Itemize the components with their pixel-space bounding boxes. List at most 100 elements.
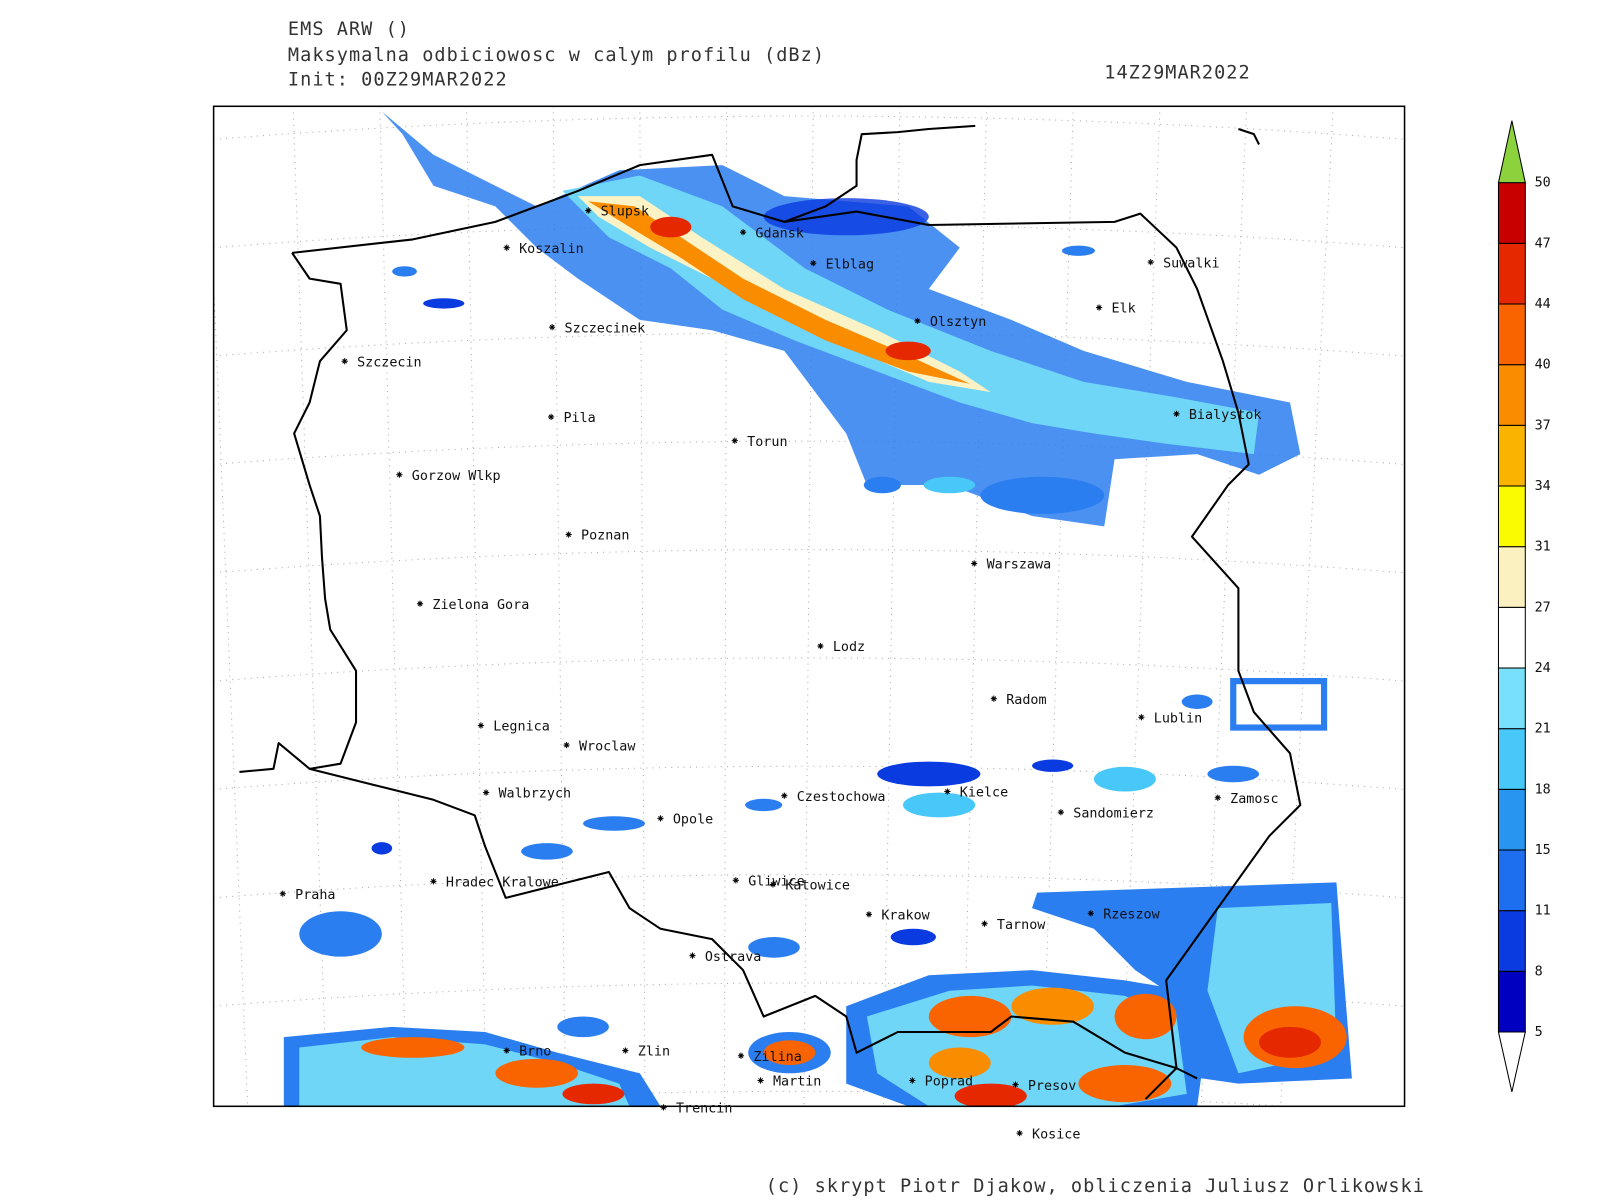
city-label: Kosice [1032,1127,1080,1142]
colorbar-label: 11 [1535,904,1551,919]
city-marker-stroke [478,723,484,728]
city-marker [732,877,739,884]
city-label: Szczecinek [565,321,646,336]
city-marker-stroke [738,1053,744,1059]
city-marker [865,911,873,918]
colorbar-label: 50 [1535,176,1551,191]
city-marker [396,471,403,478]
city-marker [585,207,592,214]
city-marker-stroke [690,953,695,959]
city-marker [971,560,978,567]
reflectivity-field [283,111,1352,1107]
graticule-parallel [213,223,1405,249]
city-marker-stroke [982,921,987,927]
city-marker [547,413,555,421]
city-marker-stroke [991,696,997,702]
graticule-meridian [379,106,408,1107]
city-label: Pila [563,411,595,426]
colorbar-band [1497,849,1526,912]
city-label: Czestochowa [797,790,886,805]
city-marker [660,1104,667,1111]
city-label: Katowice [785,879,850,894]
city-marker-stroke [483,790,489,796]
city-label: Martin [773,1075,821,1090]
colorbar-band [1497,728,1526,790]
graticule-parallel [213,115,1405,140]
map-frame [212,105,1406,1108]
city-label: Elk [1111,302,1135,317]
city-label: Opole [673,813,713,828]
city-label: Zamosc [1230,792,1278,807]
graticule-parallel [213,657,1405,682]
city-label: Trencin [676,1101,733,1116]
city-marker-stroke [504,245,510,251]
city-label: Torun [747,435,787,450]
colorbar-band [1497,606,1526,669]
city-marker [990,695,997,702]
colorbar-label: 27 [1535,600,1551,615]
colorbar-label: 34 [1535,479,1551,494]
city-marker [1095,304,1103,311]
city-marker [549,324,556,331]
city-marker [279,890,286,897]
city-marker [503,244,510,251]
city-marker-stroke [585,208,591,213]
city-marker [563,742,570,749]
city-marker [914,317,921,325]
city-labels: Slupsk Gdansk Koszalin Elblag Suwalki Elk Szcz… [279,205,1279,1094]
city-marker-stroke [818,643,823,649]
city-marker [657,815,664,822]
city-marker [1016,1130,1023,1137]
colorbar-band [1497,788,1526,851]
city-marker [737,1052,745,1059]
city-marker [503,1047,510,1054]
city-marker-stroke [866,911,872,917]
colorbar-band [1497,424,1526,487]
city-label: Wroclaw [579,739,636,754]
city-marker-stroke [781,793,787,799]
colorbar-label: 18 [1535,782,1551,797]
graticule-parallel [213,549,1405,574]
colorbar-label: 5 [1535,1025,1543,1040]
city-label: Olsztyn [930,315,986,330]
city-marker-stroke [1096,305,1102,310]
colorbar-label: 24 [1535,661,1551,676]
city-marker-stroke [661,1104,667,1110]
city-label: Poznan [581,529,629,544]
city-marker-stroke [566,532,572,538]
graticule-meridian [292,106,328,1107]
footer-credit: (c) skrypt Piotr Djakow, obliczenia Juli… [766,1176,1425,1197]
city-marker-stroke [622,1048,628,1054]
graticule-parallel [213,332,1405,357]
colorbar-band [1497,242,1526,305]
city-label: Praha [295,888,335,903]
graticule-meridian [213,268,249,1107]
city-marker-stroke [971,561,977,566]
city-marker-stroke [770,881,776,887]
colorbar-band [1497,910,1526,972]
city-marker [1012,1081,1019,1088]
city-label: Ostrava [705,950,762,965]
city-label: Brno [519,1045,551,1060]
colorbar-label: 47 [1535,236,1551,251]
city-marker-stroke [1013,1082,1018,1088]
city-label: Kielce [960,786,1008,801]
city-label: Legnica [493,720,550,735]
city-marker-stroke [810,260,816,266]
city-label: Gdansk [755,226,803,241]
city-label: Gliwice [748,874,805,889]
city-marker-stroke [1138,714,1144,720]
city-marker-stroke [1148,259,1154,265]
city-marker [1057,809,1064,816]
city-marker-stroke [504,1048,510,1054]
city-marker-stroke [915,318,920,324]
city-marker [739,229,747,236]
city-marker-stroke [1215,795,1221,801]
city-marker-stroke [417,601,423,607]
city-marker [757,1077,764,1084]
city-label: Szczecin [357,355,422,370]
colorbar-label: 40 [1535,358,1551,373]
city-marker [341,358,348,365]
city-marker [781,792,788,799]
city-label: Suwalki [1163,256,1220,271]
